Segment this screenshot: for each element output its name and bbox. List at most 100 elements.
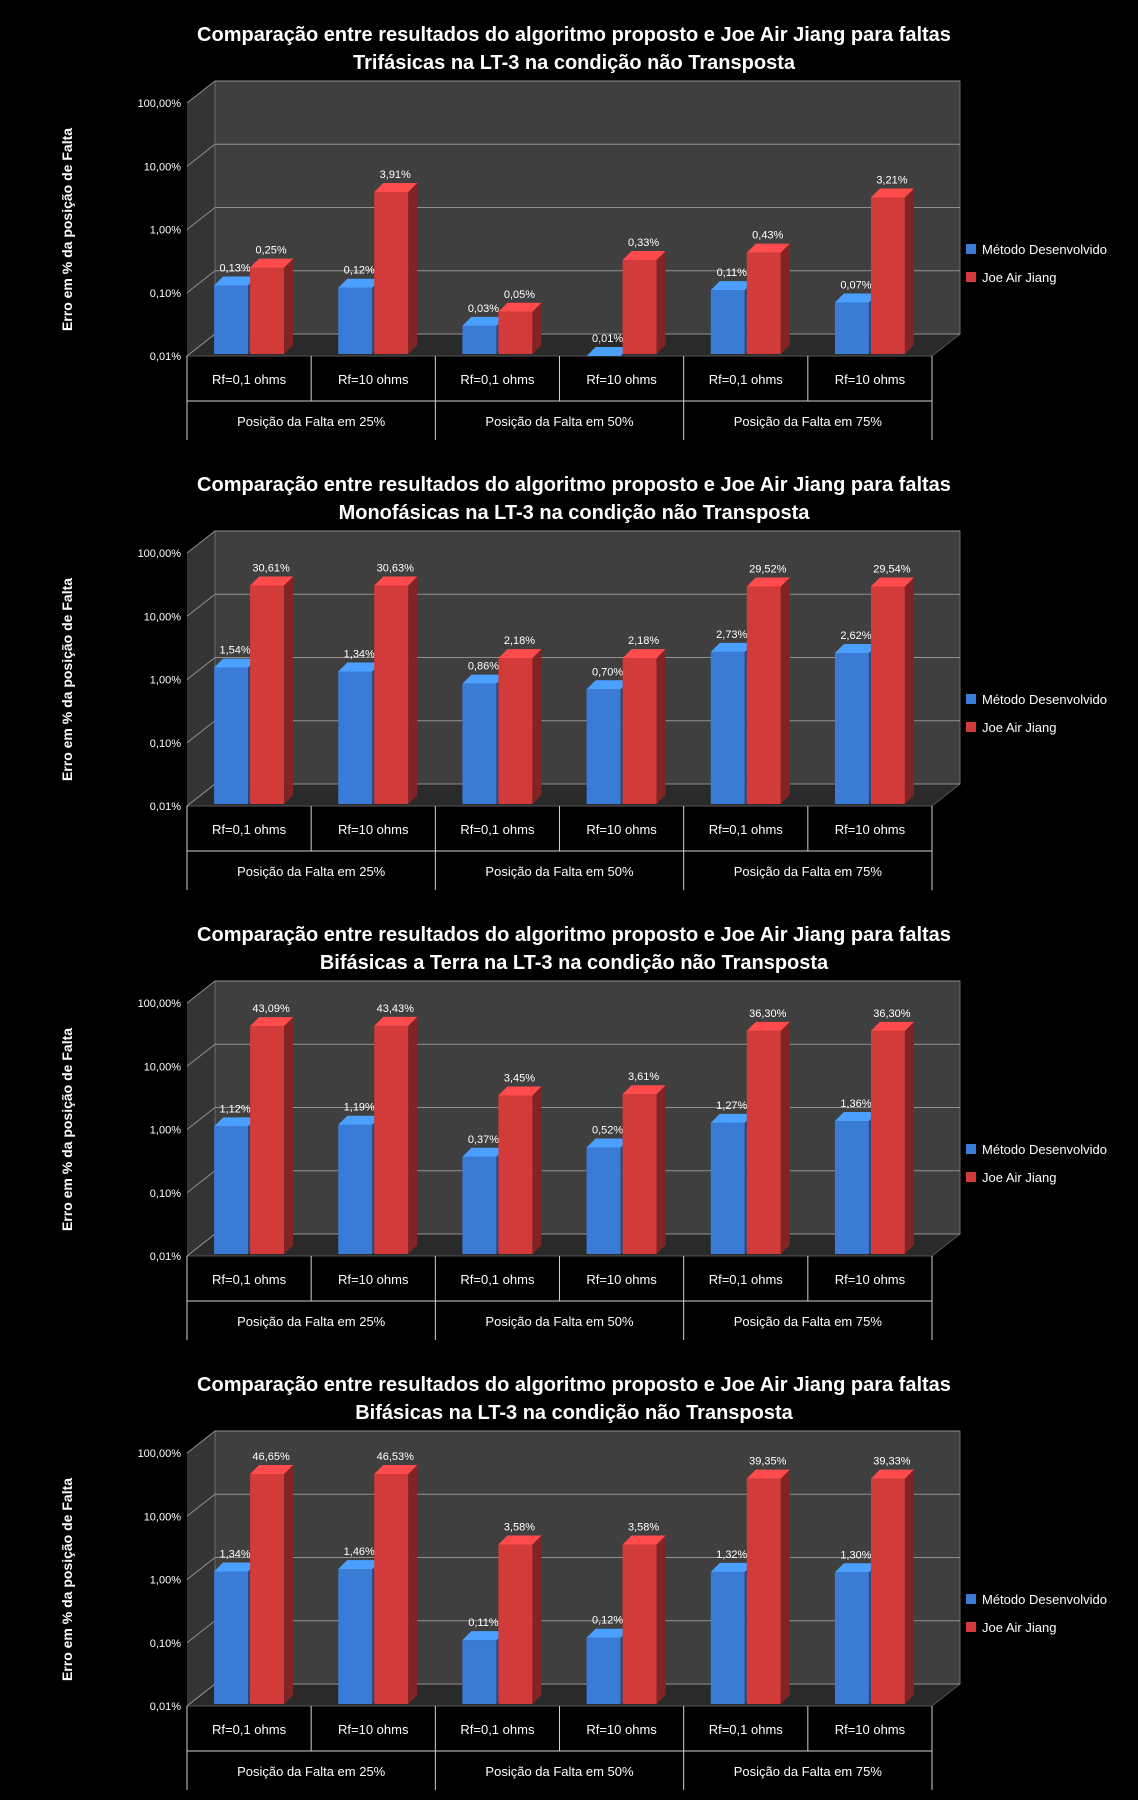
legend-label: Joe Air Jiang xyxy=(982,720,1056,735)
bar-front xyxy=(374,1474,409,1704)
bar-jiang-4 xyxy=(622,250,666,354)
legend-label: Método Desenvolvido xyxy=(982,1592,1107,1607)
bar-top xyxy=(214,1562,258,1572)
bar-top xyxy=(870,188,914,198)
legend-swatch xyxy=(966,722,976,732)
bar-top xyxy=(710,281,754,291)
data-label: 0,70% xyxy=(592,666,623,678)
bar-front xyxy=(834,1121,869,1254)
legend-label: Joe Air Jiang xyxy=(982,1620,1056,1635)
bar-top xyxy=(834,293,878,303)
data-label: 30,63% xyxy=(377,563,415,575)
gridline xyxy=(186,530,960,554)
bar-top xyxy=(462,674,506,684)
bar-top xyxy=(834,1112,878,1122)
x-group-label: Posição da Falta em 75% xyxy=(734,864,883,879)
x-tick-label: Rf=0,1 ohms xyxy=(212,1722,287,1737)
data-label: 3,58% xyxy=(504,1521,535,1533)
bar-top xyxy=(214,276,258,286)
bar-side xyxy=(656,1535,666,1704)
y-tick-label: 10,00% xyxy=(144,1511,182,1523)
x-tick-label: Rf=10 ohms xyxy=(835,1272,906,1287)
bar-top xyxy=(710,642,754,652)
y-tick-label: 1,00% xyxy=(150,675,181,687)
chart-subtitle: Trifásicas na LT-3 na condição não Trans… xyxy=(353,52,796,74)
x-tick-label: Rf=0,1 ohms xyxy=(709,1272,784,1287)
bar-top xyxy=(462,1631,506,1641)
gridline xyxy=(186,207,960,230)
bar-front xyxy=(214,1126,249,1254)
bar-side xyxy=(532,649,542,804)
legend-item: Método Desenvolvido xyxy=(966,1142,1107,1157)
bar-jiang-1 xyxy=(250,1017,294,1254)
bar-side xyxy=(780,1469,790,1704)
data-label: 0,11% xyxy=(468,1617,499,1629)
bar-front xyxy=(338,1569,373,1704)
bar-top xyxy=(622,1085,666,1095)
y-axis-title: Erro em % da posição de Falta xyxy=(59,128,75,331)
legend-item: Método Desenvolvido xyxy=(966,692,1107,707)
bar-top xyxy=(374,576,418,586)
data-label: 30,61% xyxy=(252,563,290,575)
bar-side xyxy=(780,577,790,804)
bar-front xyxy=(338,287,373,354)
bar-side xyxy=(780,1021,790,1254)
bar-front xyxy=(870,1030,905,1254)
y-tick-label: 1,00% xyxy=(150,225,181,237)
bar-top xyxy=(870,577,914,587)
data-label: 1,36% xyxy=(840,1098,871,1110)
bar-front xyxy=(250,1026,285,1254)
bar-side xyxy=(408,1016,418,1254)
bar-jiang-6 xyxy=(870,1021,914,1254)
data-label: 1,30% xyxy=(840,1549,871,1561)
y-tick-label: 100,00% xyxy=(138,98,182,110)
legend-swatch xyxy=(966,1144,976,1154)
bar-side xyxy=(284,258,294,354)
bar-front xyxy=(374,585,409,804)
data-label: 36,30% xyxy=(873,1008,911,1020)
y-tick-label: 0,10% xyxy=(150,738,181,750)
x-group-label: Posição da Falta em 50% xyxy=(485,1314,634,1329)
data-label: 1,46% xyxy=(344,1546,375,1558)
bar-front xyxy=(586,1637,621,1704)
legend-item: Joe Air Jiang xyxy=(966,1170,1056,1185)
bar-top xyxy=(462,316,506,326)
legend-label: Método Desenvolvido xyxy=(982,692,1107,707)
bar-top xyxy=(214,658,258,668)
bar-top xyxy=(250,576,294,586)
x-tick-label: Rf=10 ohms xyxy=(835,372,906,387)
data-label: 36,30% xyxy=(749,1008,787,1020)
bar-front xyxy=(586,1147,621,1254)
bar-front xyxy=(622,1544,657,1704)
legend-item: Joe Air Jiang xyxy=(966,720,1056,735)
data-label: 0,01% xyxy=(592,333,623,345)
chart-subtitle: Monofásicas na LT-3 na condição não Tran… xyxy=(339,502,811,524)
bar-top xyxy=(586,1138,630,1148)
bar-side xyxy=(284,1017,294,1254)
data-label: 29,54% xyxy=(873,563,911,575)
bar-top xyxy=(586,680,630,690)
bar-front xyxy=(250,267,285,354)
x-tick-label: Rf=10 ohms xyxy=(338,1272,409,1287)
bar-side xyxy=(656,649,666,804)
bar-front xyxy=(622,1094,657,1254)
x-group-label: Posição da Falta em 25% xyxy=(237,864,386,879)
bar-front xyxy=(834,653,869,804)
data-label: 3,58% xyxy=(628,1521,659,1533)
bar-front xyxy=(870,1478,905,1704)
y-tick-label: 100,00% xyxy=(138,1448,182,1460)
data-label: 0,11% xyxy=(717,267,748,279)
y-tick-label: 0,01% xyxy=(150,1251,181,1263)
data-label: 1,32% xyxy=(716,1549,747,1561)
data-label: 0,86% xyxy=(468,661,499,673)
bar-jiang-2 xyxy=(374,1016,418,1254)
bar-front xyxy=(374,192,409,354)
bar-front xyxy=(586,689,621,804)
y-tick-label: 0,01% xyxy=(150,1701,181,1713)
x-tick-label: Rf=0,1 ohms xyxy=(709,822,784,837)
bar-jiang-1 xyxy=(250,1464,294,1704)
bar-top xyxy=(498,649,542,659)
bar-top xyxy=(498,1535,542,1545)
x-group-label: Posição da Falta em 50% xyxy=(485,864,634,879)
bar-top xyxy=(374,1016,418,1026)
